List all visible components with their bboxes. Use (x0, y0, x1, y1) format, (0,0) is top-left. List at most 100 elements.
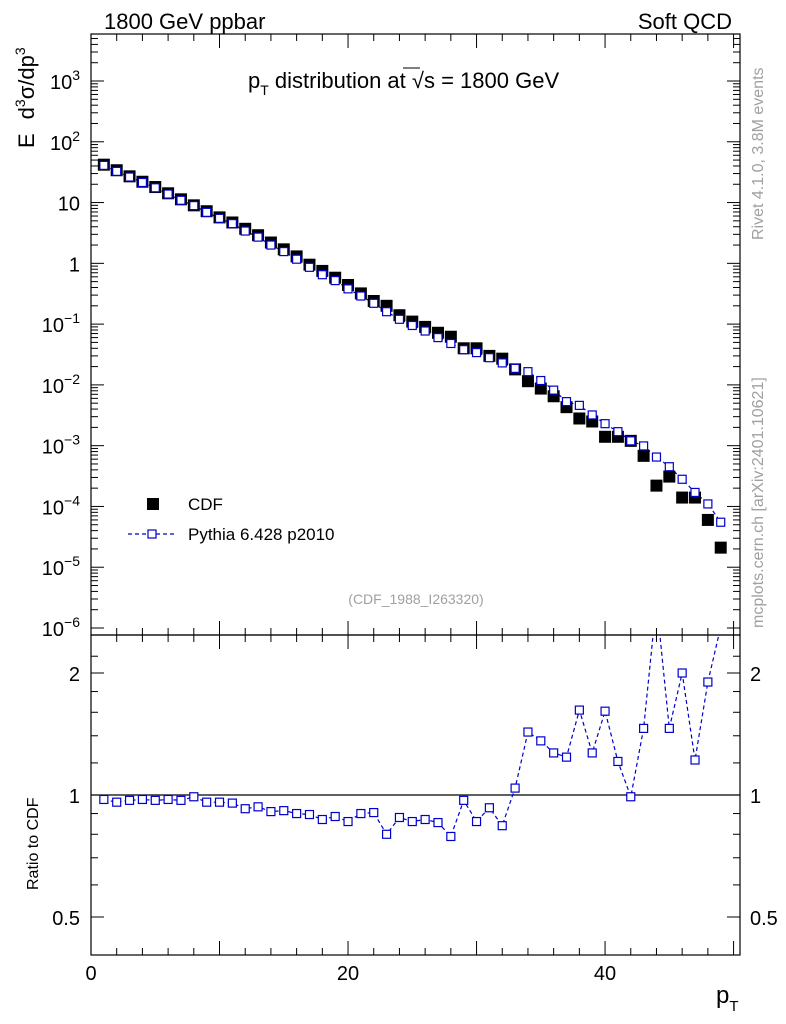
ratio-data-point (459, 795, 469, 805)
cdf-data-point (534, 382, 547, 395)
pythia-data-point (549, 385, 559, 395)
x-tick-label: 40 (594, 963, 616, 985)
tick-exponent: −4 (64, 492, 80, 508)
ylabel-d: d (14, 107, 39, 119)
ratio-data-point (266, 806, 276, 817)
pythia-data-point (407, 320, 417, 331)
ratio-data-point (317, 814, 327, 825)
main-y-tick-label: 10−4 (42, 492, 80, 519)
rivet-version-label: Rivet 4.1.0, 3.8M events (750, 67, 767, 240)
ratio-data-point (497, 821, 507, 831)
cdf-data-point (521, 375, 534, 388)
pythia-data-point (433, 332, 443, 343)
ratio-data-point (587, 748, 597, 758)
main-y-tick-label: 10−5 (42, 553, 80, 580)
pythia-data-point (279, 246, 289, 257)
pythia-data-point (381, 307, 392, 317)
pythia-data-point (446, 338, 456, 349)
pythia-data-point (330, 275, 340, 286)
ratio-data-point (549, 748, 559, 758)
tick-base: 10 (50, 72, 72, 94)
pythia-data-point (112, 166, 122, 176)
cdf-data-point (650, 479, 663, 492)
main-y-tick-label: 10−6 (42, 614, 80, 641)
ratio-data-point (369, 807, 379, 818)
ratio-data-point (99, 794, 109, 805)
x-ticks: 0 20 40 (85, 34, 735, 985)
pythia-data-point (292, 254, 302, 264)
ratio-data-point (574, 705, 584, 715)
main-y-tick-label: 10−2 (42, 371, 80, 398)
pythia-data-point (189, 201, 199, 211)
ratio-data-point (420, 814, 430, 825)
pythia-data-point (369, 298, 379, 308)
title-sub-t: T (260, 82, 269, 98)
ratio-y-tick-label-left: 1 (69, 786, 80, 808)
main-y-tick-label: 10 (58, 194, 80, 216)
cdf-data-point (714, 541, 727, 554)
analysis-watermark: (CDF_1988_I263320) (348, 591, 483, 607)
pythia-data-point (163, 189, 173, 199)
pythia-data-point (703, 499, 713, 509)
title-mid: distribution at (269, 68, 412, 93)
tick-base: 10 (42, 497, 64, 519)
pythia-data-point (471, 347, 482, 358)
ratio-data-point (613, 756, 623, 767)
ratio-data-point (433, 817, 443, 828)
pythia-data-point (99, 160, 109, 170)
pythia-data-point (716, 517, 726, 527)
tick-exponent: 3 (72, 67, 80, 83)
ratio-data-point (446, 831, 456, 842)
main-data-points (97, 158, 727, 554)
pythia-data-point (202, 207, 212, 217)
pythia-data-point (536, 375, 546, 386)
pythia-data-point (639, 441, 649, 451)
ratio-data-point (137, 794, 148, 805)
pythia-data-point (420, 326, 430, 336)
tick-exponent: −6 (64, 614, 80, 630)
pythia-series-line (103, 164, 722, 523)
legend-pythia-marker (147, 529, 157, 539)
ratio-data-point (626, 792, 636, 802)
xlabel-sub-t: T (729, 998, 738, 1015)
main-y-tick-label: 10−1 (42, 310, 80, 337)
tick-base: 10 (50, 133, 72, 155)
ratio-data-point (124, 795, 135, 805)
ratio-y-tick-label-left: 2 (69, 664, 80, 686)
tick-base: 10 (42, 619, 64, 641)
ratio-data-point (639, 723, 649, 733)
ratio-ylabel: Ratio to CDF (25, 797, 42, 890)
ratio-data-point (279, 806, 289, 816)
ratio-data-point (664, 723, 674, 733)
ratio-data-point (112, 797, 122, 807)
main-y-tick-label: 102 (50, 128, 80, 155)
xlabel: pT (716, 982, 739, 1015)
x-tick-label: 20 (337, 963, 359, 985)
title-p: p (248, 68, 260, 93)
pythia-data-point (651, 452, 662, 462)
ratio-data-point (202, 797, 212, 807)
main-ylabel: Ed3σ/dp3 (12, 47, 39, 148)
pythia-data-point (561, 397, 572, 407)
pythia-data-point (626, 436, 636, 446)
ratio-data-point (703, 677, 713, 687)
ratio-data-point (176, 795, 186, 805)
ratio-data-point (150, 795, 160, 805)
pythia-data-point (587, 410, 597, 420)
pythia-data-point (664, 462, 674, 472)
tick-base: 10 (58, 194, 80, 216)
tick-exponent: −3 (64, 432, 80, 448)
xlabel-p: p (716, 982, 729, 1009)
main-y-tick-label: 10−3 (42, 432, 80, 459)
main-title: pT distribution at √s = 1800 GeV (248, 68, 559, 98)
tick-base: 10 (42, 376, 64, 398)
main-y-tick-label: 1 (69, 254, 80, 276)
pythia-data-point (690, 487, 700, 498)
pythia-data-point (523, 367, 533, 377)
legend-pythia-label: Pythia 6.428 p2010 (188, 525, 335, 544)
ratio-data-point (536, 736, 546, 746)
cdf-data-point (676, 491, 689, 504)
ratio-data-point (330, 811, 340, 822)
main-panel-frame (90, 33, 741, 636)
